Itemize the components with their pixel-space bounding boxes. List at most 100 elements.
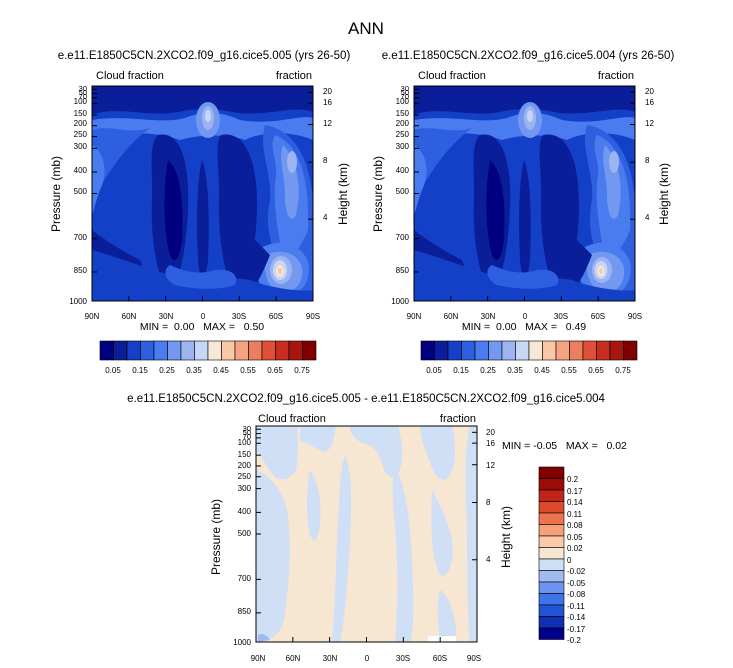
y2-tick-label: 16 xyxy=(323,98,332,107)
x-tick-label: 90S xyxy=(467,654,481,663)
colorbar-label: 0.25 xyxy=(480,366,496,375)
colorbar-label: 0.2 xyxy=(567,475,579,484)
colorbar-cell xyxy=(538,501,565,514)
y-tick-label: 250 xyxy=(238,472,252,481)
y2-axis-label: Height (km) xyxy=(499,506,513,568)
colorbar-cell xyxy=(542,340,557,361)
colorbar-cell xyxy=(538,593,565,606)
figure-title: ANN xyxy=(348,19,384,38)
x-tick-label: 60N xyxy=(122,312,137,321)
y-tick-label: 70 xyxy=(79,92,87,101)
colorbar-cell xyxy=(434,340,449,361)
y2-tick-label: 4 xyxy=(645,213,650,222)
y-tick-label: 70 xyxy=(401,92,409,101)
colorbar-cell xyxy=(153,340,168,361)
colorbar-cell xyxy=(582,340,597,361)
x-tick-label: 30N xyxy=(323,654,338,663)
left-label: Cloud fraction xyxy=(418,70,486,82)
y2-tick-label: 20 xyxy=(323,87,332,96)
tick-marks xyxy=(413,88,636,302)
y-tick-label: 500 xyxy=(238,529,252,538)
y-tick-label: 850 xyxy=(74,266,88,275)
y2-tick-label: 8 xyxy=(323,156,328,165)
y-axis: 30 50 70 100 150 200 250 300 400 500 700… xyxy=(233,424,251,647)
colorbar-label: 0.65 xyxy=(588,366,604,375)
y-tick-label: 200 xyxy=(238,461,252,470)
colorbar-label: 0.45 xyxy=(534,366,550,375)
colorbar-cell xyxy=(126,340,141,361)
y-tick-label: 200 xyxy=(74,119,88,128)
colorbar-cell xyxy=(538,524,565,537)
y2-tick-label: 4 xyxy=(323,213,328,222)
colorbar-cell xyxy=(447,340,462,361)
y-tick-label: 400 xyxy=(74,166,88,175)
colorbar-cell xyxy=(538,547,565,560)
colorbar-label: -0.08 xyxy=(567,590,586,599)
y2-tick-label: 12 xyxy=(486,461,495,470)
colorbar-cell xyxy=(609,340,624,361)
y-tick-label: 400 xyxy=(396,166,410,175)
y-tick-label: 50 xyxy=(79,88,87,97)
colorbar-cell xyxy=(234,340,249,361)
y-tick-label: 250 xyxy=(74,130,88,139)
y-tick-label: 300 xyxy=(396,142,410,151)
y-tick-label: 400 xyxy=(238,507,252,516)
x-tick-label: 30S xyxy=(396,654,410,663)
colorbar-cell xyxy=(261,340,276,361)
y-tick-label: 100 xyxy=(74,97,88,106)
colorbar-cell xyxy=(501,340,516,361)
x-tick-label: 90S xyxy=(306,312,320,321)
colorbar-cell xyxy=(140,340,155,361)
colorbar-cell xyxy=(275,340,290,361)
colorbar-cell xyxy=(538,489,565,502)
right-label: fraction xyxy=(276,70,312,82)
colorbar-cell xyxy=(596,340,611,361)
colorbar-label: 0.17 xyxy=(567,487,583,496)
colorbar-cell xyxy=(420,340,435,361)
colorbar-label: 0.02 xyxy=(567,544,583,553)
y2-tick-label: 4 xyxy=(486,555,491,564)
colorbar-label: 0.35 xyxy=(186,366,202,375)
y-tick-label: 300 xyxy=(238,484,252,493)
colorbar-label: 0.15 xyxy=(132,366,148,375)
y-tick-label: 50 xyxy=(243,428,251,437)
colorbar-cell xyxy=(167,340,182,361)
x-tick-label: 90N xyxy=(85,312,100,321)
y-tick-label: 100 xyxy=(396,97,410,106)
colorbar-label: 0.25 xyxy=(159,366,175,375)
colorbar-cell xyxy=(555,340,570,361)
colorbar-cell xyxy=(515,340,530,361)
colorbar-label: 0.08 xyxy=(567,521,583,530)
colorbar-label: 0.05 xyxy=(426,366,442,375)
x-tick-label: 90N xyxy=(251,654,266,663)
colorbar-label: 0.75 xyxy=(615,366,631,375)
x-tick-label: 60N xyxy=(444,312,459,321)
y-tick-label: 1000 xyxy=(69,297,87,306)
contour-field xyxy=(92,86,313,301)
x-tick-label: 60S xyxy=(269,312,283,321)
colorbar-cell xyxy=(538,616,565,629)
panel-right: e.e11.E1850C5CN.2XCO2.f09_g16.cice5.004 … xyxy=(371,50,674,375)
contour-field xyxy=(414,86,635,301)
y2-axis-label: Height (km) xyxy=(657,163,671,225)
colorbar-label: 0 xyxy=(567,556,572,565)
colorbar-cell xyxy=(528,340,543,361)
y2-tick-label: 8 xyxy=(486,498,491,507)
x-tick-label: 0 xyxy=(201,312,206,321)
y-tick-label: 850 xyxy=(238,607,252,616)
y-tick-label: 500 xyxy=(396,187,410,196)
x-axis: 90N 60N 30N 0 30S 60S 90S xyxy=(251,654,481,663)
colorbar-cell xyxy=(569,340,584,361)
x-tick-label: 0 xyxy=(365,654,370,663)
colorbar-cell xyxy=(538,466,565,479)
colorbar-cell xyxy=(288,340,303,361)
y2-tick-label: 16 xyxy=(645,98,654,107)
colorbar-label: -0.05 xyxy=(567,579,586,588)
panel-difference: e.e11.E1850C5CN.2XCO2.f09_g16.cice5.005 … xyxy=(127,393,627,663)
x-tick-label: 60N xyxy=(286,654,301,663)
y-tick-label: 700 xyxy=(74,233,88,242)
colorbar-label: 0.45 xyxy=(213,366,229,375)
right-label: fraction xyxy=(598,70,634,82)
colorbar-label: 0.05 xyxy=(105,366,121,375)
